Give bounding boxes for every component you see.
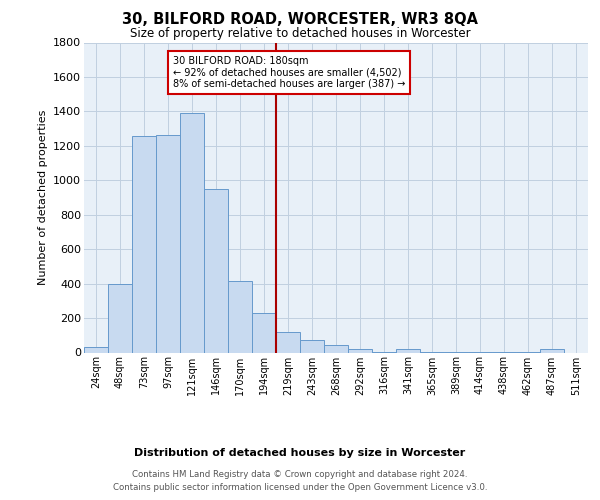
Bar <box>300 340 324 352</box>
Text: Distribution of detached houses by size in Worcester: Distribution of detached houses by size … <box>134 448 466 458</box>
Bar <box>540 349 564 352</box>
Bar <box>228 281 252 352</box>
Bar <box>276 332 300 352</box>
Bar <box>204 189 228 352</box>
Text: Contains HM Land Registry data © Crown copyright and database right 2024.: Contains HM Land Registry data © Crown c… <box>132 470 468 479</box>
Bar <box>252 313 276 352</box>
Bar <box>348 349 372 352</box>
Text: 30 BILFORD ROAD: 180sqm
← 92% of detached houses are smaller (4,502)
8% of semi-: 30 BILFORD ROAD: 180sqm ← 92% of detache… <box>173 56 405 90</box>
Bar <box>180 113 204 352</box>
Bar <box>324 345 348 352</box>
Text: 30, BILFORD ROAD, WORCESTER, WR3 8QA: 30, BILFORD ROAD, WORCESTER, WR3 8QA <box>122 12 478 28</box>
Y-axis label: Number of detached properties: Number of detached properties <box>38 110 47 285</box>
Bar <box>156 134 180 352</box>
Text: Contains public sector information licensed under the Open Government Licence v3: Contains public sector information licen… <box>113 482 487 492</box>
Bar <box>84 348 108 352</box>
Bar <box>108 284 132 352</box>
Bar <box>132 136 156 352</box>
Bar <box>396 349 420 352</box>
Text: Size of property relative to detached houses in Worcester: Size of property relative to detached ho… <box>130 28 470 40</box>
